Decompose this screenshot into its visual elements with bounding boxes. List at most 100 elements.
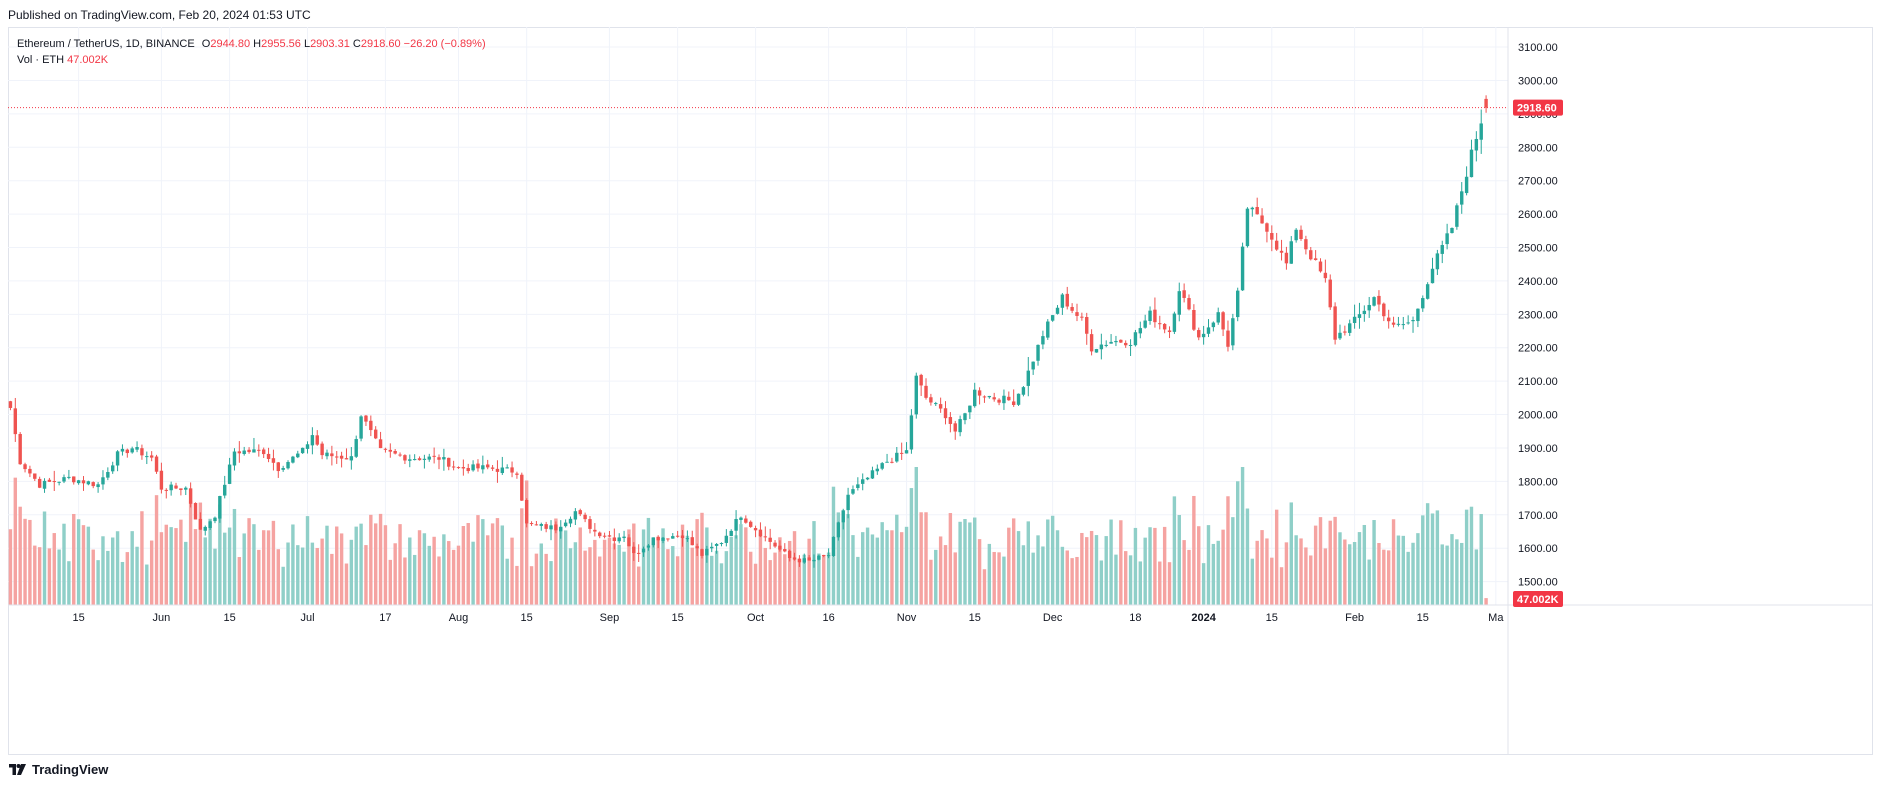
candle-body [1284,252,1289,264]
candle [471,460,475,472]
volume-bar [1075,556,1079,605]
candle-body [593,529,597,532]
candle-body [690,537,694,546]
candle [1343,325,1347,336]
volume-bar [86,526,91,605]
candle [1094,348,1099,353]
candle-body [695,546,699,549]
candle [1153,297,1157,328]
candle [417,456,422,461]
time-axis[interactable]: 15 Jun 15 Jul 17 Aug 15 Sep 15 Oct 16 Nov 15 Dec 18 202… [72,612,1504,624]
candle-body [72,476,76,483]
candle-body [315,435,319,445]
candle [364,414,368,427]
candle-body [802,558,806,563]
volume-bar [748,551,753,605]
symbol-label[interactable]: Ethereum / TetherUS, 1D, BINANCE [17,38,195,50]
price-tick-label: 2400.00 [1518,276,1558,288]
candlestick-chart[interactable]: 1500.00 1600.00 1700.00 1800.00 1900.00 2000.… [8,27,1873,755]
volume-bar [778,537,782,605]
volume-bar [1372,520,1376,605]
candle [315,430,319,446]
candle [447,457,451,471]
candle-body [958,419,962,433]
candle [1221,311,1225,337]
volume-bar [349,539,354,605]
candle [992,392,996,402]
candle-body [1216,312,1220,323]
volume-bar [1153,527,1157,605]
volume-bar [1031,552,1035,605]
candle [675,530,680,538]
time-tick-label: Jul [300,612,314,624]
candle [1226,320,1230,352]
candle-body [1187,298,1191,310]
candle [1201,325,1206,345]
candle-body [188,488,193,504]
candle [432,447,436,464]
volume-bar [252,524,256,605]
candle-body [1172,313,1177,332]
volume-bar [1382,549,1386,605]
candle [403,454,407,465]
candle-body [339,455,344,459]
tradingview-brand[interactable]: TradingView [9,762,108,777]
candle [247,447,251,454]
candle-body [52,481,56,483]
candle-body [607,535,612,537]
volume-bar [296,545,300,605]
volume-bar [471,541,475,605]
candle-body [934,403,938,405]
candle [1464,166,1469,196]
candle-body [1450,227,1454,234]
volume-bar [1304,547,1308,605]
volume-bar [690,547,694,605]
volume-bar [744,527,748,605]
candle-body [559,527,563,532]
candle-body [1026,370,1030,386]
volume-bar [1046,519,1050,605]
volume-bar [1158,561,1162,605]
candle-body [1343,331,1347,333]
candle-body [159,470,164,490]
candle-body [242,450,246,454]
last-volume-badge-bg [1513,591,1563,607]
candle-body [904,450,909,454]
candle-body [885,461,889,463]
volume-bar [427,545,431,605]
volume-bar [919,512,923,605]
volume-label[interactable]: Vol · ETH [17,54,65,66]
candle-body [422,458,427,460]
candle-body [1255,207,1259,215]
candle-body [680,535,685,539]
candle [461,459,466,476]
candle [1011,389,1016,407]
candles [8,95,1488,568]
candle [1421,295,1425,312]
candle [1323,259,1328,283]
time-tick-label: Feb [1345,612,1364,624]
low-label: L [303,38,311,50]
candle [242,446,246,456]
tradingview-logo-icon [9,764,26,775]
candle-body [271,458,276,463]
price-axis[interactable]: 1500.00 1600.00 1700.00 1800.00 1900.00 2000.… [1518,42,1558,589]
candle [1391,316,1396,328]
candle [534,521,539,526]
candle-body [714,543,719,546]
candle [559,520,563,539]
candle [544,521,548,533]
volume-bar [598,556,602,605]
candle [763,526,768,542]
volume-bar [490,523,495,605]
volume-bar [8,529,13,605]
candle-body [909,415,914,450]
candle [1182,283,1186,303]
volume-bar [783,554,787,605]
volume-bar [1348,544,1352,605]
candle [1016,393,1021,406]
candle [427,453,431,462]
volume-bar [1065,550,1069,605]
candle-body [719,543,724,545]
candle-body [914,375,918,415]
